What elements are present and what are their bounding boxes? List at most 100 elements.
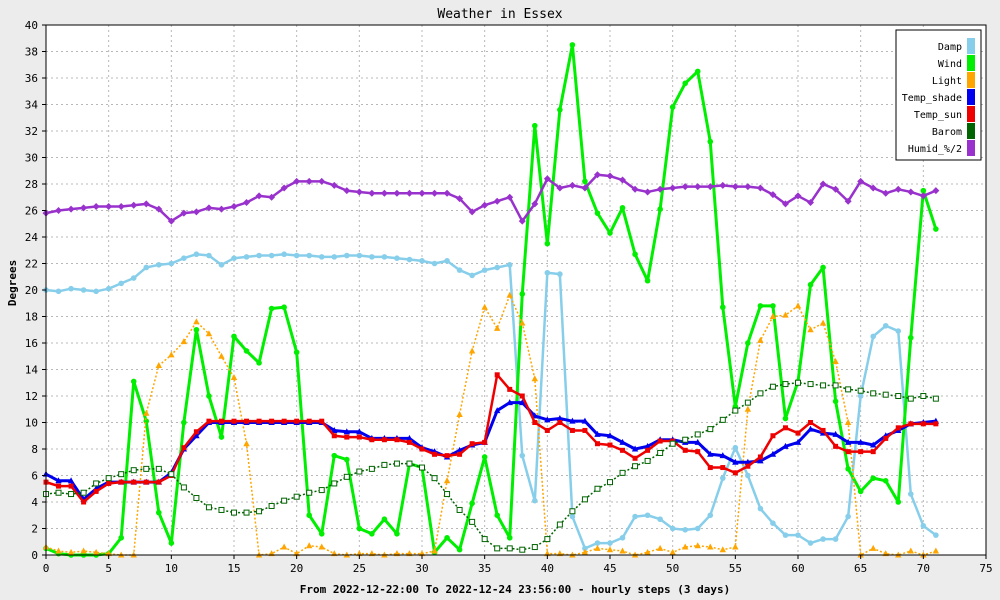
data-point-wind [469, 500, 475, 507]
x-tick-label: 30 [415, 562, 428, 575]
data-point-light [230, 373, 238, 380]
data-point-temp-shade [707, 450, 714, 457]
data-point-wind [594, 210, 601, 216]
data-point-humid-2 [531, 200, 539, 208]
data-point-barom [381, 461, 388, 468]
data-point-temp-shade [606, 432, 614, 439]
data-point-barom [895, 393, 902, 399]
data-point-wind [845, 466, 851, 472]
data-point-humid-2 [644, 188, 652, 196]
data-point-humid-2 [744, 183, 752, 191]
data-point-humid-2 [568, 181, 576, 189]
data-point-damp [168, 260, 175, 267]
data-point-barom [932, 395, 939, 402]
data-point-humid-2 [932, 187, 940, 195]
data-point-light [694, 542, 701, 549]
data-point-damp [519, 452, 526, 459]
data-point-light [180, 338, 188, 345]
x-tick-label: 75 [979, 562, 992, 575]
data-point-light [205, 330, 213, 337]
data-point-light [844, 419, 852, 425]
data-point-barom [55, 489, 62, 496]
legend-swatch-wind [967, 55, 975, 71]
data-point-damp [795, 532, 801, 538]
data-point-damp [757, 505, 764, 512]
series-humid-2 [42, 171, 940, 225]
data-point-humid-2 [167, 217, 175, 225]
data-point-light [719, 546, 726, 553]
data-point-light [807, 326, 814, 333]
data-point-temp-sun [106, 480, 112, 486]
data-point-light [168, 351, 175, 358]
data-point-humid-2 [819, 180, 827, 188]
data-point-temp-shade [55, 477, 62, 484]
data-point-wind [782, 415, 789, 422]
legend-label-wind: Wind [938, 59, 962, 70]
data-point-damp [908, 491, 914, 497]
data-point-humid-2 [481, 201, 489, 209]
data-point-damp [582, 545, 588, 552]
data-point-barom [243, 509, 250, 516]
data-point-temp-shade [857, 438, 864, 445]
data-point-light [143, 409, 150, 416]
data-point-temp-sun [419, 446, 425, 452]
data-point-temp-sun [745, 463, 751, 469]
data-point-wind [306, 512, 313, 519]
data-point-wind [870, 475, 876, 481]
data-point-humid-2 [355, 188, 363, 196]
data-point-barom [218, 506, 225, 513]
data-point-light [732, 543, 739, 550]
data-point-barom [143, 465, 150, 472]
data-point-barom [795, 379, 801, 386]
data-point-wind [820, 264, 826, 271]
x-axis-label: From 2022-12-22:00 To 2022-12-24 23:56:0… [300, 583, 730, 596]
data-point-damp [469, 272, 475, 279]
data-point-humid-2 [681, 183, 689, 191]
data-point-barom [406, 460, 413, 467]
series-damp [43, 251, 939, 552]
data-point-humid-2 [493, 197, 501, 205]
x-tick-label: 10 [165, 562, 178, 575]
data-point-barom [757, 390, 764, 397]
data-point-temp-sun [344, 434, 350, 440]
legend-swatch-temp-sun [967, 106, 975, 122]
data-point-temp-sun [532, 420, 538, 425]
y-tick-label: 10 [25, 417, 38, 430]
data-point-humid-2 [882, 189, 890, 197]
data-point-light [707, 543, 714, 550]
data-point-damp [882, 322, 889, 329]
data-point-wind [256, 360, 262, 366]
data-point-temp-sun [81, 499, 87, 505]
y-tick-label: 24 [25, 231, 39, 244]
data-point-temp-sun [444, 453, 450, 459]
data-point-humid-2 [268, 193, 276, 201]
data-point-barom [318, 487, 325, 494]
data-point-humid-2 [769, 191, 777, 199]
data-point-damp [381, 254, 388, 260]
legend: Damp Wind Light Temp_shade Temp_sun Barom Humi… [895, 29, 982, 161]
data-point-temp-shade [356, 428, 363, 435]
data-point-damp [657, 516, 663, 523]
data-point-temp-sun [406, 439, 412, 445]
data-point-temp-shade [794, 438, 802, 445]
data-point-wind [682, 80, 688, 87]
data-point-barom [845, 386, 852, 393]
data-point-light [531, 375, 538, 382]
data-point-damp [306, 252, 313, 259]
data-point-barom [368, 465, 375, 472]
data-point-barom [130, 467, 137, 474]
y-tick-label: 18 [25, 311, 38, 324]
data-point-barom [469, 518, 476, 525]
data-point-temp-sun [620, 447, 626, 453]
data-point-temp-sun [281, 418, 287, 424]
data-point-temp-sun [118, 479, 124, 485]
y-tick-label: 40 [25, 19, 38, 32]
data-point-temp-shade [631, 445, 639, 452]
data-point-damp [268, 252, 275, 259]
data-point-humid-2 [305, 177, 313, 185]
data-point-barom [306, 489, 313, 496]
data-point-humid-2 [719, 181, 727, 189]
data-point-temp-sun [457, 451, 463, 457]
data-point-temp-sun [507, 386, 513, 392]
data-point-wind [920, 187, 927, 194]
